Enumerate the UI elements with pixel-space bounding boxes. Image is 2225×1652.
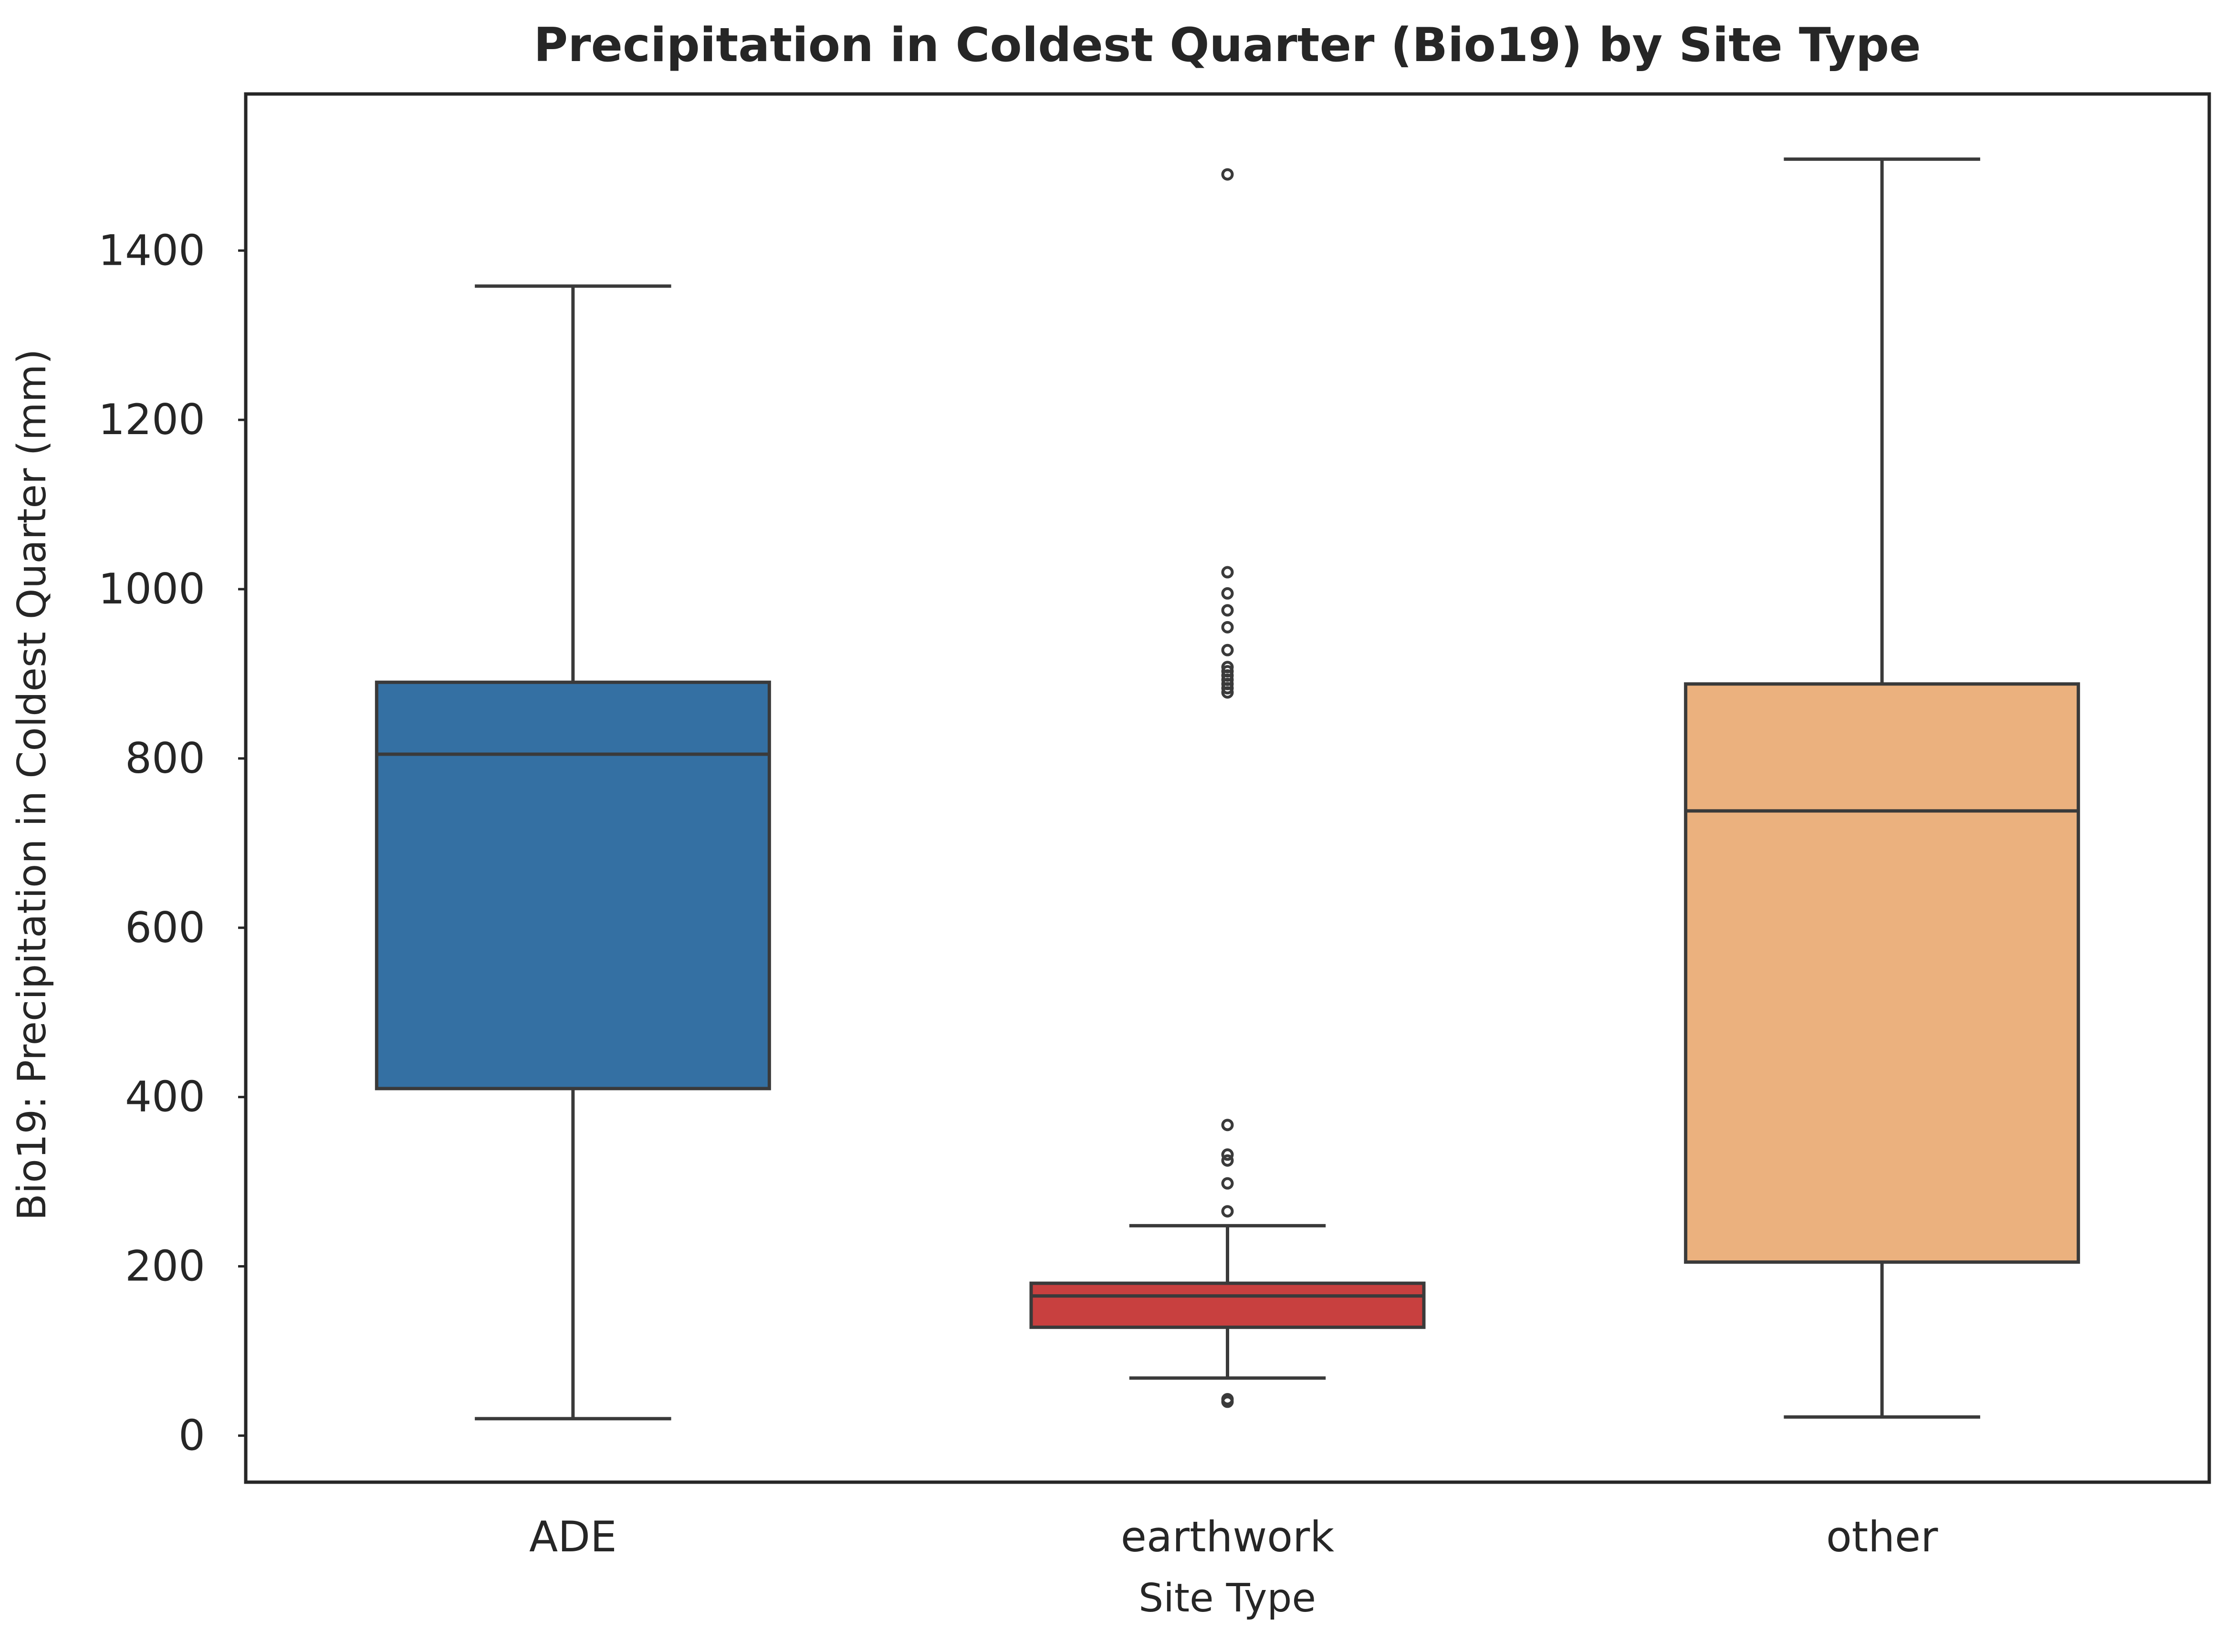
box-other bbox=[1684, 682, 2080, 1264]
outlier-point-earthwork bbox=[1221, 1177, 1234, 1190]
x-tick-label: ADE bbox=[529, 1512, 617, 1561]
x-tick-label: other bbox=[1826, 1512, 1938, 1561]
outlier-point-earthwork bbox=[1221, 661, 1234, 674]
outlier-point-earthwork bbox=[1221, 1154, 1234, 1167]
outlier-point-earthwork bbox=[1221, 644, 1234, 656]
y-tick-label: 600 bbox=[125, 903, 205, 952]
outlier-point-earthwork bbox=[1221, 566, 1234, 579]
outlier-point-earthwork bbox=[1221, 1148, 1234, 1161]
y-tick-label: 1000 bbox=[98, 564, 205, 613]
y-tick-label: 400 bbox=[125, 1072, 205, 1122]
x-tick-label: earthwork bbox=[1121, 1512, 1335, 1561]
outlier-point-earthwork bbox=[1221, 1119, 1234, 1132]
box-ade bbox=[375, 680, 771, 1091]
outlier-point-earthwork bbox=[1221, 1205, 1234, 1218]
chart-title: Precipitation in Coldest Quarter (Bio19)… bbox=[533, 18, 1921, 73]
box-earthwork bbox=[1029, 1281, 1426, 1329]
outlier-point-earthwork bbox=[1221, 587, 1234, 600]
y-tick-label: 200 bbox=[125, 1242, 205, 1291]
outlier-point-earthwork bbox=[1221, 665, 1234, 678]
y-tick-label: 1200 bbox=[98, 395, 205, 444]
x-axis-label: Site Type bbox=[1139, 1576, 1316, 1621]
outlier-point-earthwork bbox=[1221, 1393, 1234, 1406]
plot-area: 0 200 400 600 800 1000 1200 1400 ADE earthwork oth… bbox=[98, 157, 2080, 1561]
y-tick-label: 1400 bbox=[98, 226, 205, 275]
outlier-point-earthwork bbox=[1221, 168, 1234, 181]
outlier-point-earthwork bbox=[1221, 604, 1234, 617]
y-tick-label: 0 bbox=[178, 1411, 205, 1460]
outlier-point-earthwork bbox=[1221, 621, 1234, 634]
y-axis-label: Bio19: Precipitation in Coldest Quarter … bbox=[10, 349, 55, 1221]
y-tick-label: 800 bbox=[125, 734, 205, 783]
plot-frame bbox=[244, 92, 2211, 1484]
